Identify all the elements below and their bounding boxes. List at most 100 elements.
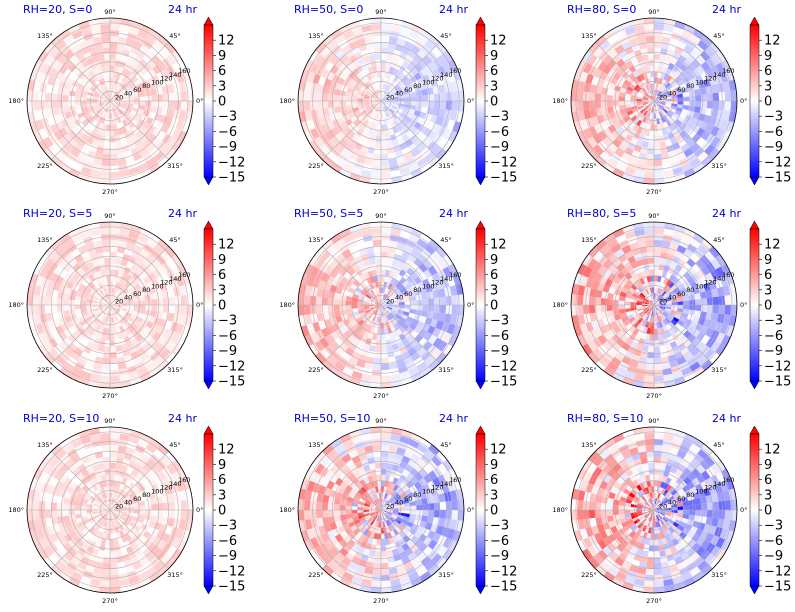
radial-tick-label: 160: [449, 271, 461, 279]
colorbar-tick-label: 9: [764, 253, 772, 268]
colorbar-body: [749, 228, 760, 382]
panel-title-right: 24 hr: [168, 3, 197, 16]
angle-tick-label: 225°: [308, 162, 324, 170]
panel-title-right: 24 hr: [168, 412, 197, 425]
angle-tick-label: 45°: [713, 441, 725, 449]
radial-tick-label: 120: [160, 279, 172, 287]
polar-frame: [26, 221, 194, 389]
colorbar-tick-label: 0: [490, 299, 498, 314]
colorbar-tick-label: 3: [490, 79, 498, 94]
angle-tick-label: 135°: [581, 236, 597, 244]
colorbar-tick-label: −9: [764, 549, 783, 564]
panel-title-left: RH=80, S=0: [567, 3, 636, 16]
polar-panel-7: 20 40 60 80 1001201401600°45°90°135°180°225°…: [8, 412, 245, 605]
colorbar-tick-label: 9: [490, 458, 498, 473]
panel-title-right: 24 hr: [439, 412, 468, 425]
polar-frame: [297, 221, 465, 389]
colorbar-tick-label: −15: [490, 171, 517, 186]
radial-tick-label: 100: [695, 78, 707, 86]
colorbar-tick-label: 6: [490, 268, 498, 283]
panel-title-right: 24 hr: [712, 412, 741, 425]
radial-tick-label: 140: [713, 71, 725, 79]
colorbar-tick-label: −15: [764, 375, 791, 390]
colorbar-tick-label: 9: [490, 253, 498, 268]
radial-tick-label: 160: [722, 476, 734, 484]
angle-tick-label: 180°: [8, 506, 24, 514]
colorbar-tick-label: 6: [490, 64, 498, 79]
colorbar-tick-label: −15: [218, 580, 245, 595]
angle-tick-label: 225°: [581, 571, 597, 579]
colorbar-extend-low: [749, 585, 760, 595]
radial-tick-label: 20: [386, 297, 394, 305]
angle-tick-label: 315°: [711, 366, 727, 374]
colorbar-tick-label: 0: [218, 299, 226, 314]
colorbar-tick-label: −3: [218, 110, 237, 125]
colorbar-tick-label: 0: [218, 504, 226, 519]
colorbar-tick-label: 6: [218, 268, 226, 283]
colorbar-tick-label: −15: [218, 171, 245, 186]
colorbar-tick-label: 0: [218, 95, 226, 110]
angle-tick-label: 135°: [581, 441, 597, 449]
angle-tick-label: 135°: [308, 236, 324, 244]
colorbar-tick-label: −3: [490, 519, 509, 534]
radial-tick-label: 140: [440, 480, 452, 488]
colorbar-tick-label: 12: [490, 34, 507, 49]
radial-tick-label: 20: [659, 502, 667, 510]
angle-tick-label: 90°: [648, 417, 660, 425]
colorbar-extend-high: [749, 220, 760, 230]
radial-tick-label: 160: [178, 67, 190, 75]
colorbar-tick-label: −12: [490, 359, 517, 374]
angle-tick-label: 270°: [102, 188, 118, 196]
colorbar-tick-label: −6: [218, 125, 237, 140]
colorbar-body: [203, 433, 214, 587]
colorbar-extend-low: [203, 176, 214, 186]
radial-tick-label: 40: [124, 499, 132, 507]
polar-frame: [570, 221, 738, 389]
polar-panel-9: 20 40 60 80 1001201401600°45°90°135°180°225°…: [552, 412, 791, 605]
radial-tick-label: 160: [449, 476, 461, 484]
radial-tick-label: 80: [142, 82, 150, 90]
angle-tick-label: 315°: [438, 366, 454, 374]
colorbar-tick-label: −9: [490, 549, 509, 564]
colorbar-tick-label: 3: [218, 488, 226, 503]
panel-title-left: RH=80, S=5: [567, 207, 636, 220]
radial-tick-label: 160: [722, 271, 734, 279]
radial-tick-label: 140: [440, 275, 452, 283]
colorbar-tick-label: 12: [490, 238, 507, 253]
colorbar-extend-high: [475, 220, 486, 230]
radial-tick-label: 40: [395, 499, 403, 507]
angle-tick-label: 225°: [37, 162, 53, 170]
colorbar-tick-label: −6: [490, 329, 509, 344]
colorbar-extend-low: [475, 176, 486, 186]
radial-tick-label: 140: [440, 71, 452, 79]
radial-tick-label: 40: [668, 294, 676, 302]
radial-tick-label: 120: [704, 279, 716, 287]
radial-tick-label: 20: [115, 502, 123, 510]
angle-tick-label: 270°: [646, 188, 662, 196]
angle-tick-label: 270°: [646, 597, 662, 605]
colorbar-body: [203, 24, 214, 178]
colorbar-tick-label: −12: [218, 564, 245, 579]
angle-tick-label: 315°: [711, 162, 727, 170]
colorbar-tick-label: −9: [764, 344, 783, 359]
polar-panel-2: 20 40 60 80 1001201401600°45°90°135°180°225°…: [279, 3, 517, 196]
colorbar-tick-label: −12: [490, 564, 517, 579]
colorbar-tick-label: −3: [764, 314, 783, 329]
angle-tick-label: 225°: [308, 366, 324, 374]
colorbar-body: [749, 433, 760, 587]
colorbar-tick-label: 12: [764, 443, 781, 458]
panel-title-left: RH=20, S=5: [23, 207, 92, 220]
colorbar-tick-label: 6: [764, 473, 772, 488]
colorbar-body: [475, 433, 486, 587]
radial-tick-label: 120: [160, 75, 172, 83]
colorbar-tick-label: −3: [490, 314, 509, 329]
colorbar-tick-label: −9: [764, 140, 783, 155]
colorbar-tick-label: −9: [490, 140, 509, 155]
angle-tick-label: 135°: [37, 441, 53, 449]
colorbar-tick-label: −3: [764, 519, 783, 534]
colorbar-tick-label: −12: [218, 155, 245, 170]
colorbar-body: [475, 228, 486, 382]
